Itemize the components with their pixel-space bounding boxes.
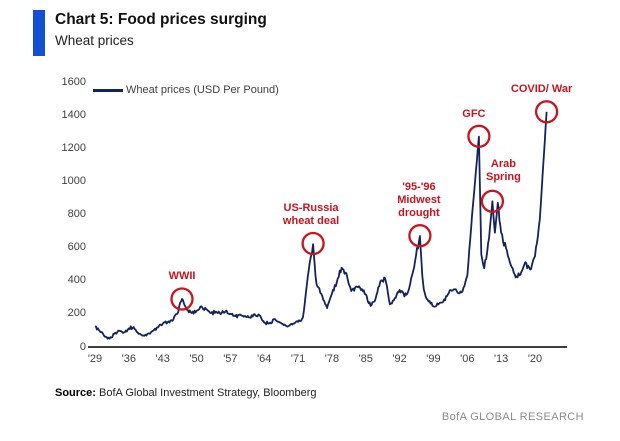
x-axis-tick-label: '20 — [527, 353, 543, 365]
y-axis-tick-label: 200 — [67, 307, 86, 320]
source-note: Source: BofA Global Investment Strategy,… — [55, 387, 317, 399]
wheat-price-line — [94, 111, 548, 340]
annotation-label-covid-war: COVID/ War — [510, 83, 573, 96]
annotation-circle-midwest-drought — [408, 224, 432, 248]
annotation-label-wwii: WWII — [168, 270, 196, 283]
y-axis-tick-label: 600 — [67, 241, 86, 254]
x-axis-tick-label: '50 — [189, 353, 204, 365]
annotation-label-gfc: GFC — [462, 107, 486, 120]
y-axis-tick-label: 0 — [79, 340, 86, 353]
legend-label: Wheat prices (USD Per Pound) — [126, 84, 279, 96]
legend: Wheat prices (USD Per Pound) — [93, 83, 279, 97]
annotation-circle-arab-spring — [480, 189, 505, 213]
chart-subtitle: Wheat prices — [55, 33, 134, 48]
annotation-circle-covid-war — [534, 100, 559, 124]
x-axis-tick-label: '29 — [87, 353, 103, 365]
x-axis-tick-label: '43 — [155, 353, 170, 365]
legend-line-swatch — [93, 88, 123, 92]
annotation-circle-gfc — [467, 124, 491, 148]
x-axis-tick-label: '13 — [493, 353, 509, 365]
chart-title: Chart 5: Food prices surging — [55, 11, 267, 28]
annotation-circle-wwii — [170, 287, 194, 311]
annotation-label-midwest-drought: '95-'96 Midwest drought — [397, 181, 441, 220]
annotation-label-us-russia-wheat-deal: US-Russia wheat deal — [282, 201, 340, 227]
x-axis-tick-label: '85 — [358, 353, 373, 365]
source-label: Source: — [55, 387, 96, 399]
x-axis-tick-label: '57 — [223, 353, 238, 365]
x-axis-tick-label: '99 — [426, 353, 441, 365]
y-axis-tick-label: 400 — [67, 274, 86, 287]
x-axis-tick-label: '64 — [257, 353, 272, 365]
y-axis-tick-label: 800 — [67, 208, 86, 220]
x-axis-tick-label: '36 — [121, 353, 137, 365]
y-axis-tick-label: 1200 — [61, 141, 86, 154]
accent-bar — [33, 10, 45, 56]
brand-mark: BofA GLOBAL RESEARCH — [441, 411, 584, 423]
y-axis-tick-label: 1600 — [61, 75, 86, 88]
x-axis-tick-label: '71 — [290, 353, 306, 365]
x-axis-tick-label: '06 — [460, 353, 475, 365]
x-axis-tick-label: '78 — [324, 353, 340, 365]
annotation-circle-us-russia-wheat-deal — [301, 231, 325, 256]
annotation-label-arab-spring: Arab Spring — [486, 157, 521, 183]
y-axis-tick-label: 1400 — [61, 108, 86, 121]
y-axis-tick-label: 1000 — [61, 174, 86, 187]
source-text: BofA Global Investment Strategy, Bloombe… — [95, 387, 317, 399]
x-axis-tick-label: '92 — [392, 353, 407, 365]
